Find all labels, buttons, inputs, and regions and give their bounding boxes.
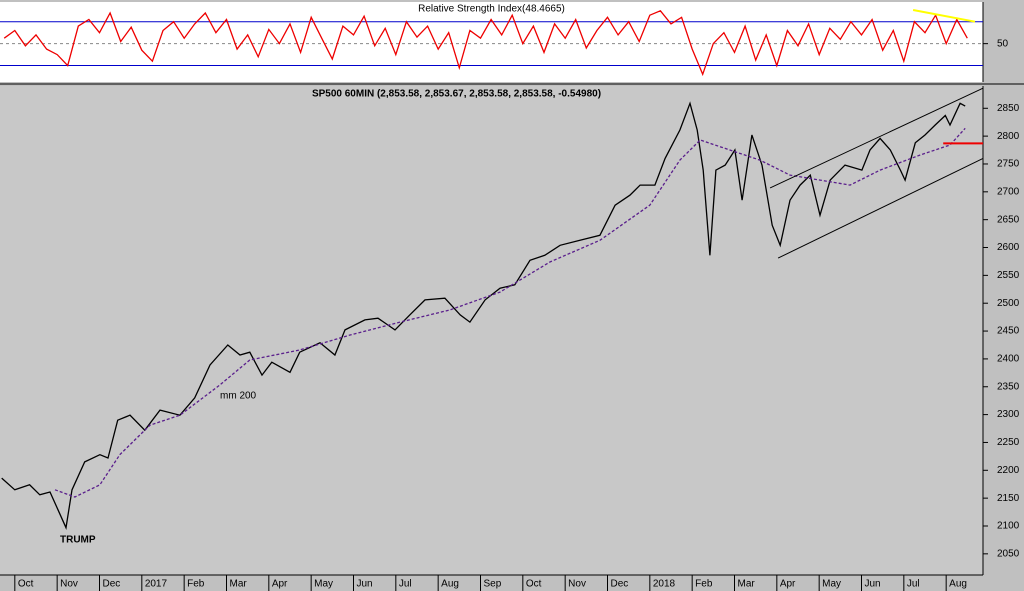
annotation: mm 200 <box>220 391 257 402</box>
x-tick-label: Aug <box>949 579 967 590</box>
trend-line <box>769 87 984 189</box>
chart-title: Relative Strength Index(48.4665) <box>418 4 565 15</box>
y-tick-label: 2750 <box>997 159 1020 170</box>
y-tick-label: 2200 <box>997 465 1020 476</box>
y-tick-label: 2150 <box>997 493 1020 504</box>
y-tick-label: 2050 <box>997 548 1020 559</box>
x-tick-label: Dec <box>102 579 120 590</box>
y-tick-label: 2850 <box>997 103 1020 114</box>
x-tick-label: May <box>314 579 333 590</box>
x-tick-label: Sep <box>483 579 501 590</box>
x-tick-label: Jun <box>356 579 372 590</box>
trend-line <box>912 9 976 23</box>
x-tick-label: Jun <box>865 579 881 590</box>
x-tick-label: Feb <box>695 579 713 590</box>
y-tick-label: 2350 <box>997 381 1020 392</box>
y-tick-label: 2250 <box>997 437 1020 448</box>
y-tick-label: 2300 <box>997 409 1020 420</box>
trend-line <box>777 157 984 259</box>
x-tick-label: Apr <box>780 579 796 590</box>
x-tick-label: Aug <box>441 579 459 590</box>
y-tick-label: 2700 <box>997 186 1020 197</box>
y-tick-label: 2600 <box>997 242 1020 253</box>
x-tick-label: Mar <box>229 579 247 590</box>
x-tick-label: Dec <box>610 579 628 590</box>
x-tick-label: Mar <box>737 579 755 590</box>
y-tick-label: 50 <box>997 38 1009 49</box>
y-tick-label: 2450 <box>997 326 1020 337</box>
x-tick-label: Oct <box>526 579 542 590</box>
x-tick-label: May <box>822 579 841 590</box>
y-tick-label: 2500 <box>997 298 1020 309</box>
y-tick-label: 2650 <box>997 214 1020 225</box>
series-line <box>3 10 968 77</box>
x-tick-label: 2018 <box>653 579 676 590</box>
panel-background <box>0 2 983 82</box>
chart-title: SP500 60MIN (2,853.58, 2,853.67, 2,853.5… <box>312 89 601 100</box>
y-tick-label: 2100 <box>997 521 1020 532</box>
x-tick-label: Nov <box>568 579 586 590</box>
x-tick-label: 2017 <box>145 579 168 590</box>
x-tick-label: Apr <box>272 579 288 590</box>
annotation: TRUMP <box>60 535 96 546</box>
y-tick-label: 2800 <box>997 131 1020 142</box>
x-tick-label: Jul <box>907 579 920 590</box>
y-tick-label: 2550 <box>997 270 1020 281</box>
y-tick-label: 2400 <box>997 354 1020 365</box>
series-line <box>1 101 966 530</box>
series-line <box>54 127 966 498</box>
x-tick-label: Feb <box>187 579 205 590</box>
x-tick-label: Nov <box>60 579 78 590</box>
x-axis-band <box>0 575 1024 591</box>
x-tick-label: Oct <box>18 579 34 590</box>
panel-background <box>0 86 983 575</box>
x-tick-label: Jul <box>399 579 412 590</box>
